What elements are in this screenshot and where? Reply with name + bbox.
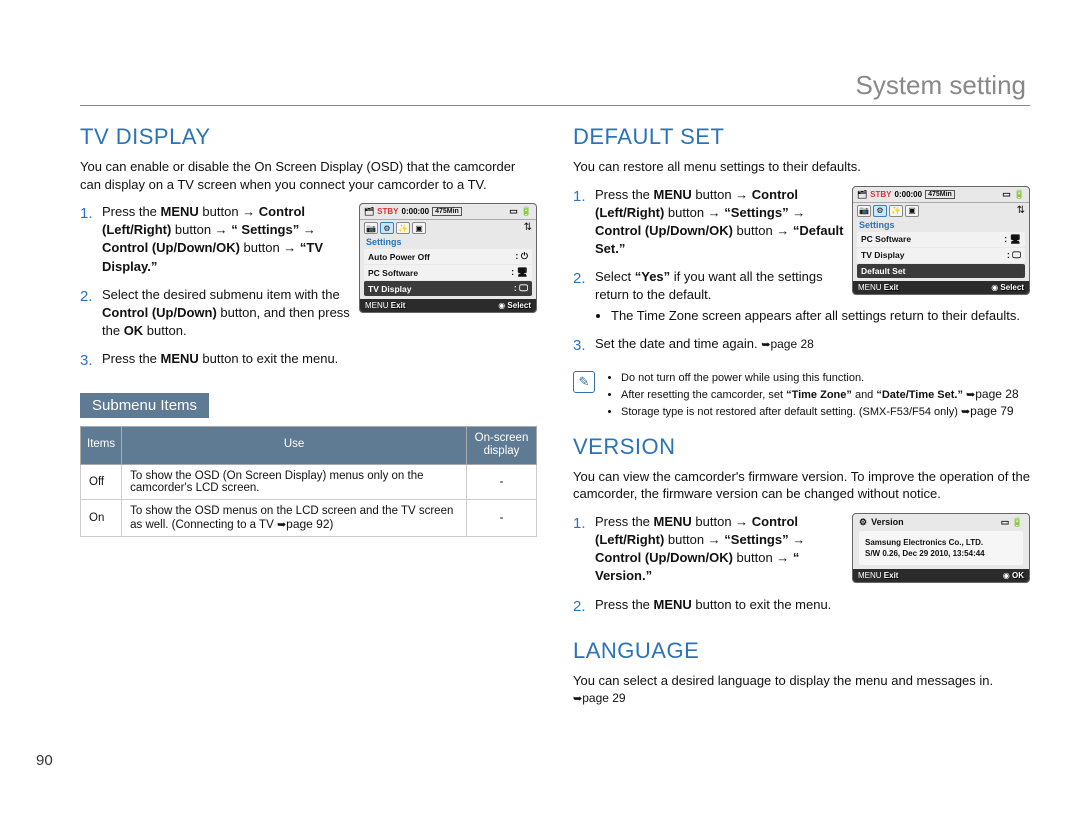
note-item: Storage type is not restored after defau…	[621, 403, 1019, 420]
version-intro: You can view the camcorder's firmware ve…	[573, 468, 1030, 503]
default-set-steps: Press the MENU button → Control (Left/Ri…	[573, 186, 1030, 354]
language-intro: You can select a desired language to dis…	[573, 672, 1030, 707]
col-header: Items	[81, 426, 122, 465]
two-column-layout: TV DISPLAY You can enable or disable the…	[80, 124, 1030, 717]
left-column: TV DISPLAY You can enable or disable the…	[80, 124, 537, 717]
cell-item: On	[81, 500, 122, 537]
note-icon: ✎	[573, 371, 595, 393]
step: Press the MENU button → Control (Left/Ri…	[573, 513, 1030, 586]
language-heading: LANGUAGE	[573, 638, 1030, 664]
table-row: On To show the OSD menus on the LCD scre…	[81, 500, 537, 537]
step: Select “Yes” if you want all the setting…	[573, 268, 1030, 325]
submenu-table: Items Use On-screen display Off To show …	[80, 426, 537, 538]
table-row: Off To show the OSD (On Screen Display) …	[81, 465, 537, 500]
step: Press the MENU button → Control (Left/Ri…	[80, 203, 537, 276]
version-heading: VERSION	[573, 434, 1030, 460]
step: Select the desired submenu item with the…	[80, 286, 537, 341]
tv-display-steps: Press the MENU button → Control (Left/Ri…	[80, 203, 537, 369]
cell-osd: -	[467, 465, 537, 500]
version-steps: Press the MENU button → Control (Left/Ri…	[573, 513, 1030, 614]
cell-use: To show the OSD (On Screen Display) menu…	[122, 465, 467, 500]
step: Set the date and time again. page 28	[573, 335, 1030, 353]
page-header: System setting	[80, 70, 1030, 106]
default-set-heading: DEFAULT SET	[573, 124, 1030, 150]
default-set-intro: You can restore all menu settings to the…	[573, 158, 1030, 176]
note-item: Do not turn off the power while using th…	[621, 371, 1019, 386]
col-header: Use	[122, 426, 467, 465]
note-list: Do not turn off the power while using th…	[605, 371, 1019, 420]
step: Press the MENU button to exit the menu.	[573, 596, 1030, 614]
cell-osd: -	[467, 500, 537, 537]
step: Press the MENU button to exit the menu.	[80, 350, 537, 368]
note-box: ✎ Do not turn off the power while using …	[573, 371, 1030, 420]
step: Press the MENU button → Control (Left/Ri…	[573, 186, 1030, 259]
tv-display-intro: You can enable or disable the On Screen …	[80, 158, 537, 193]
col-header: On-screen display	[467, 426, 537, 465]
submenu-items-tab: Submenu Items	[80, 393, 209, 418]
page-number: 90	[36, 752, 53, 769]
note-item: After resetting the camcorder, set “Time…	[621, 386, 1019, 403]
cell-use: To show the OSD menus on the LCD screen …	[122, 500, 467, 537]
sub-bullet: The Time Zone screen appears after all s…	[611, 307, 1030, 325]
cell-item: Off	[81, 465, 122, 500]
tv-display-heading: TV DISPLAY	[80, 124, 537, 150]
right-column: DEFAULT SET You can restore all menu set…	[573, 124, 1030, 717]
manual-page: System setting TV DISPLAY You can enable…	[0, 0, 1080, 747]
